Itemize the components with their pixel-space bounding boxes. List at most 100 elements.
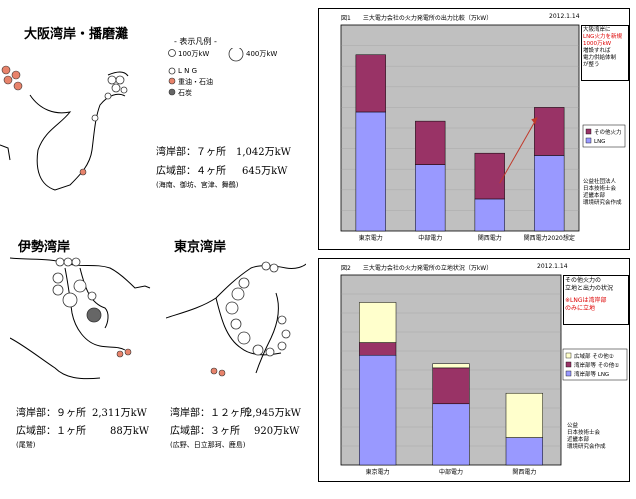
legend-oil-icon [168, 77, 176, 85]
legend-title: - 表示凡例 - [174, 37, 217, 46]
chart2-legend-box [562, 348, 628, 381]
chart2-category-label: 東京電力 [366, 468, 390, 476]
osaka-wide-output: 645万kW [242, 166, 288, 177]
chart1-note-line: が整う [583, 62, 600, 68]
chart2-legend-swatch [565, 361, 572, 368]
tokyo-map-title: 東京湾岸 [174, 240, 227, 255]
chart2-header: 図2 三大電力会社の火力発電所の立地状況（万kW） [341, 265, 493, 272]
chart2-bar [505, 437, 543, 466]
chart2-bar [359, 302, 397, 343]
chart2-category-label: 中部電力 [439, 468, 463, 476]
legend-symbols [168, 48, 244, 96]
ise-wide-output: 88万kW [110, 426, 150, 437]
legend-400-label: 400万kW [246, 50, 278, 58]
chart1-legend-label: その他火力 [594, 128, 622, 136]
ise-bay-output: 2,311万kW [92, 408, 147, 419]
chart1-source-line: 公益社団法人 [583, 179, 617, 185]
ise-coastline-map [10, 257, 151, 380]
tokyo-bay-output: 2,945万kW [246, 408, 301, 419]
osaka-coastline-map [0, 65, 129, 191]
ise-map-title: 伊勢湾岸 [18, 240, 71, 255]
chart2-note-red-line: ※LNGは湾岸部 [565, 297, 607, 304]
chart1-note-line: LNG火力を新規 [583, 34, 622, 40]
chart2-bar [359, 342, 397, 356]
chart1-bar [415, 164, 446, 232]
tokyo-coastline-map [166, 261, 306, 377]
chart2-date: 2012.1.14 [537, 263, 568, 270]
chart1-bar [415, 120, 446, 165]
chart1-note-line: 大阪湾岸に [583, 27, 611, 33]
chart1-source: 公益社団法人 日本技術士会 近畿本部 環境研究会作成 [583, 179, 627, 207]
tokyo-wide-note: (広野、日立那珂、鹿島) [170, 441, 246, 449]
chart2-note-line: 立地と出力の状況 [565, 285, 614, 292]
osaka-wide-count: 広域部：４ヶ所 [156, 166, 226, 177]
chart1-svg: 東京電力 中部電力 関西電力 関西電力2020想定 その他火力 LNG [340, 24, 626, 242]
chart2-legend-label: 湾岸部等 LNG [574, 370, 609, 378]
chart1-bar [474, 152, 505, 200]
chart1-header: 図1 三大電力会社の火力発電所の出力比較（万kW） [341, 15, 493, 22]
chart2-note-line: その他火力の [565, 277, 602, 284]
legend-coal-label: 石炭 [178, 89, 192, 97]
chart1-bar [355, 111, 386, 232]
chart2-bar [359, 354, 397, 466]
chart2-source-line: 日本技術士会 [567, 430, 601, 436]
tokyo-wide-output: 920万kW [254, 426, 300, 437]
legend-circle-large-icon [228, 48, 244, 62]
chart2-bar [432, 403, 470, 466]
chart1-source-line: 環境研究会作成 [583, 200, 622, 206]
legend-lng-icon [168, 67, 176, 75]
osaka-map-title: 大阪湾岸・播磨灘 [24, 27, 129, 42]
chart1-note-line: 電力供給体制 [583, 55, 617, 61]
chart1-legend-swatch [585, 137, 592, 144]
chart2-source-line: 環境研究会作成 [567, 444, 606, 450]
chart2-legend-label: 湾岸部等 その他① [574, 361, 619, 369]
tokyo-wide-count: 広域部：３ヶ所 [170, 426, 240, 437]
chart2-legend-label: 広域部 その他② [574, 352, 614, 360]
chart1-bar [534, 107, 565, 156]
chart1-category-label: 関西電力 [478, 234, 502, 242]
chart1-note-box: 大阪湾岸に LNG火力を新規 1000万kW 増設すれば 電力供給体制 が整う [581, 25, 629, 81]
chart1-category-label: 東京電力 [359, 234, 383, 242]
chart1-legend-label: LNG [594, 139, 605, 145]
chart2-legend-swatch [565, 370, 572, 377]
legend-oil-label: 重油・石油 [178, 78, 213, 86]
ise-wide-note: (尾鷲) [16, 441, 36, 449]
chart1-bar [355, 54, 386, 113]
chart1-frame: 図1 三大電力会社の火力発電所の出力比較（万kW） 2012.1.14 東京電力… [318, 8, 630, 250]
chart2-source: 公益 日本技術士会 近畿本部 環境研究会作成 [567, 423, 625, 451]
chart1-category-label: 関西電力2020想定 [524, 234, 575, 242]
chart2-frame: 図2 三大電力会社の火力発電所の立地状況（万kW） 2012.1.14 東京電力… [318, 258, 630, 482]
legend-lng-label: L N G [178, 67, 198, 75]
osaka-bay-output: 1,042万kW [236, 147, 291, 158]
chart1-note-line: 1000万kW [583, 41, 612, 47]
chart1-bar [534, 155, 565, 232]
tokyo-bay-count: 湾岸部：１２ヶ所 [170, 408, 250, 419]
chart2-legend-swatch [565, 352, 572, 359]
chart1-arrow-head-icon [531, 117, 538, 125]
chart2-source-line: 近畿本部 [567, 437, 590, 443]
chart1-source-line: 日本技術士会 [583, 186, 617, 192]
legend-circle-small-icon [168, 49, 176, 57]
chart1-source-line: 近畿本部 [583, 193, 606, 199]
legend-100-label: 100万kW [178, 50, 210, 58]
chart1-note-line: 増設すれば [583, 48, 611, 54]
chart2-bar [505, 392, 543, 438]
osaka-wide-note: (海南、御坊、宮津、舞鶴) [156, 181, 239, 189]
chart1-legend-box [582, 124, 626, 148]
chart2-bar [432, 363, 470, 369]
chart1-category-label: 中部電力 [418, 234, 442, 242]
chart1-legend-swatch [585, 128, 592, 135]
chart2-note-box: その他火力の 立地と出力の状況 ※LNGは湾岸部 のみに立地 [563, 275, 629, 325]
ise-bay-count: 湾岸部：９ヶ所 [16, 408, 86, 419]
chart2-bar [432, 367, 470, 405]
ise-map-panel: 伊勢湾岸 湾岸部：９ヶ所 2,311万kW 広域部：１ヶ所 88万kW (尾鷲) [10, 228, 158, 458]
chart1-trend-arrow [499, 117, 538, 184]
osaka-bay-count: 湾岸部：７ヶ所 [156, 147, 226, 158]
legend-coal-icon [168, 88, 176, 96]
chart2-source-line: 公益 [567, 423, 579, 429]
chart2-note-red-line: のみに立地 [565, 305, 596, 312]
chart2-category-label: 関西電力 [512, 468, 536, 476]
tokyo-map-panel: 東京湾岸 湾岸部：１２ヶ所 2,945万kW 広域部：３ヶ所 920万kW (広… [166, 228, 306, 458]
osaka-map-panel: 大阪湾岸・播磨灘 - 表示凡例 - 100万kW 400万kW L N G 重油… [0, 0, 305, 210]
